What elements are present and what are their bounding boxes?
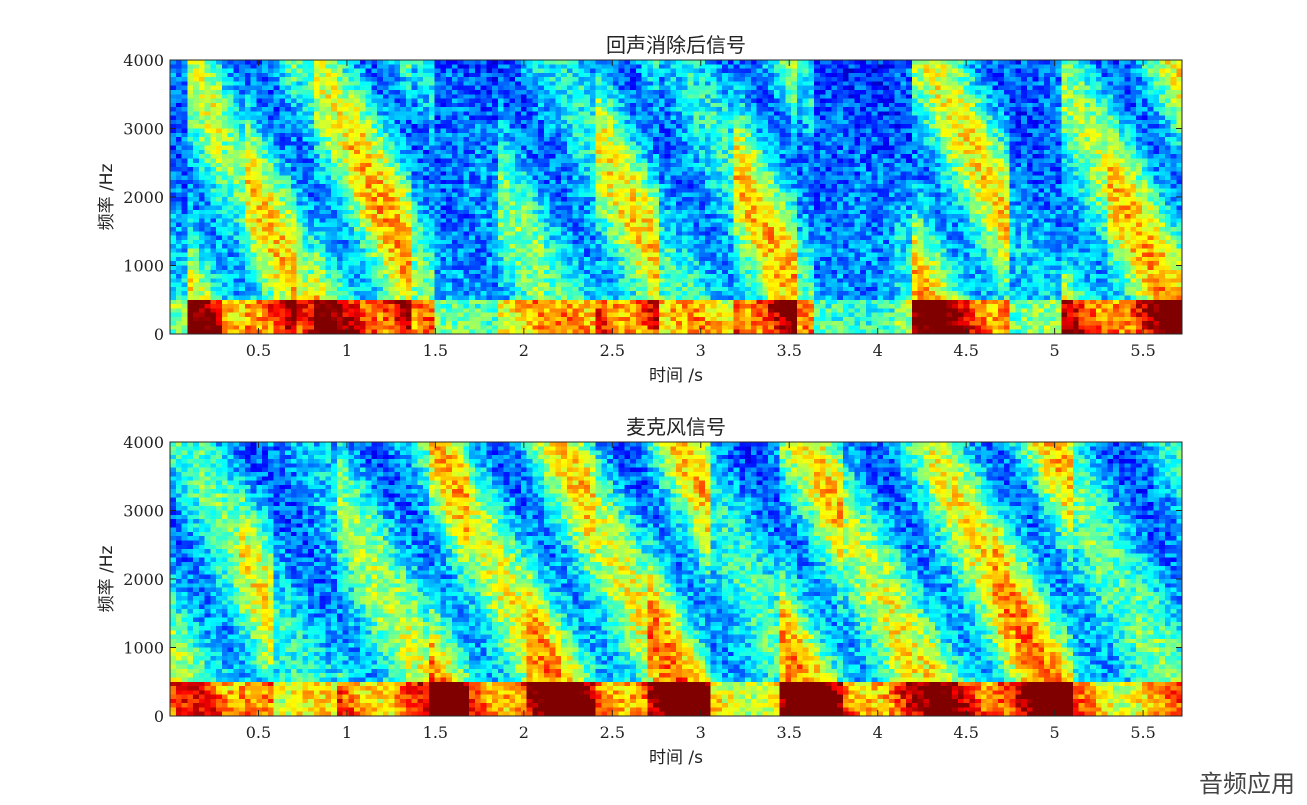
chart-title: 回声消除后信号 <box>606 33 746 57</box>
x-tick-label: 2.5 <box>600 341 625 360</box>
x-tick-label: 3 <box>696 723 706 742</box>
y-axis-label: 频率 /Hz <box>97 546 117 613</box>
x-tick-label: 4 <box>873 723 883 742</box>
x-tick-label: 3.5 <box>777 341 802 360</box>
x-tick-label: 3 <box>696 341 706 360</box>
x-tick-label: 5 <box>1050 723 1060 742</box>
x-tick-label: 0.5 <box>246 723 271 742</box>
y-tick-label: 3000 <box>123 502 164 521</box>
y-tick-label: 4000 <box>123 433 164 452</box>
y-tick-label: 4000 <box>123 51 164 70</box>
x-tick-label: 1 <box>342 723 352 742</box>
x-tick-label: 0.5 <box>246 341 271 360</box>
x-tick-label: 4.5 <box>953 723 978 742</box>
x-tick-label: 2.5 <box>600 723 625 742</box>
spectrogram-image <box>170 442 1183 717</box>
y-tick-label: 0 <box>154 325 164 344</box>
spectrogram-panel-2: 0.5 1 1.5 2 2.5 3 3.5 4 4.5 5 5.5 0 1000 2000 3000 4000… <box>97 415 1183 768</box>
x-tick-label: 5.5 <box>1130 341 1155 360</box>
x-tick-label: 1 <box>342 341 352 360</box>
spectrogram-image <box>170 60 1183 335</box>
watermark-text: 音频应用 <box>1199 764 1295 799</box>
x-tick-label: 4.5 <box>953 341 978 360</box>
x-tick-label: 4 <box>873 341 883 360</box>
x-axis-label: 时间 /s <box>649 748 703 768</box>
x-tick-label: 5.5 <box>1130 723 1155 742</box>
x-tick-label: 3.5 <box>777 723 802 742</box>
x-tick-label: 1.5 <box>423 723 448 742</box>
y-axis-label: 频率 /Hz <box>97 164 117 231</box>
y-tick-label: 3000 <box>123 120 164 139</box>
x-tick-label: 2 <box>519 341 529 360</box>
y-tick-label: 1000 <box>123 639 164 658</box>
y-tick-label: 2000 <box>123 570 164 589</box>
x-tick-label: 1.5 <box>423 341 448 360</box>
x-tick-label: 5 <box>1050 341 1060 360</box>
x-tick-label: 2 <box>519 723 529 742</box>
chart-title: 麦克风信号 <box>626 415 726 439</box>
spectrogram-panel-1: 0.5 1 1.5 2 2.5 3 3.5 4 4.5 5 5.5 0 1000 2000 3000 4000… <box>97 33 1183 386</box>
y-tick-label: 1000 <box>123 257 164 276</box>
x-axis-label: 时间 /s <box>649 366 703 386</box>
y-tick-label: 2000 <box>123 188 164 207</box>
y-tick-label: 0 <box>154 707 164 726</box>
